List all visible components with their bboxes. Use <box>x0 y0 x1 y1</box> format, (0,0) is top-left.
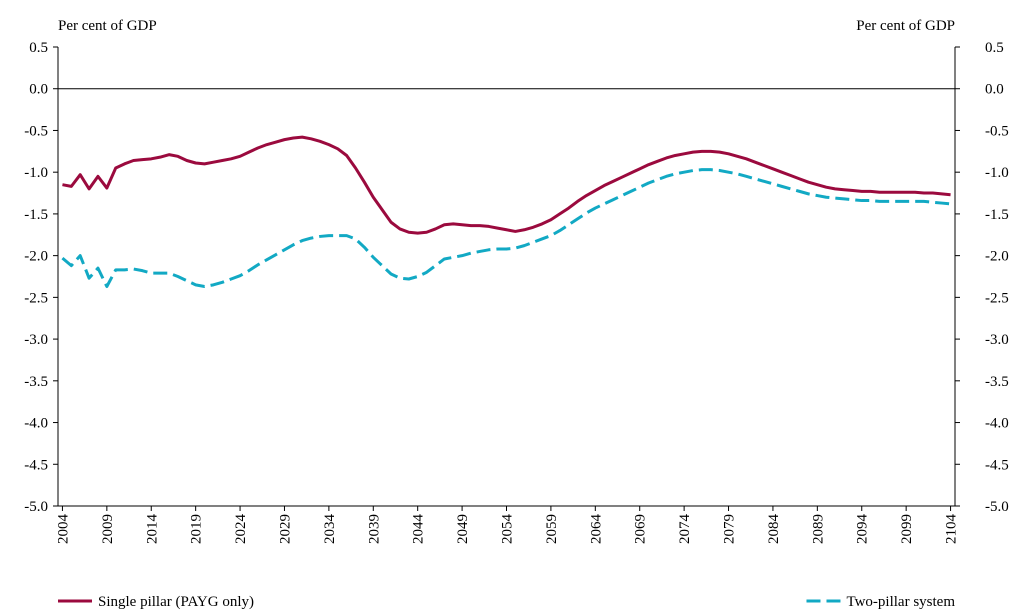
x-tick-label: 2059 <box>544 514 560 544</box>
x-tick-label: 2089 <box>810 514 826 544</box>
y-tick-label: -2.0 <box>24 249 48 265</box>
y2-tick-label: -3.0 <box>985 332 1009 348</box>
x-tick-label: 2019 <box>189 514 205 544</box>
y2-tick-label: -5.0 <box>985 499 1009 515</box>
x-tick-label: 2049 <box>455 514 471 544</box>
x-tick-label: 2079 <box>722 514 738 544</box>
x-tick-label: 2054 <box>500 514 516 545</box>
legend-label: Two-pillar system <box>846 594 955 610</box>
x-tick-label: 2024 <box>233 514 249 545</box>
series-line <box>62 135 951 235</box>
y2-axis-label: Per cent of GDP <box>856 18 955 34</box>
y2-tick-label: 0.0 <box>985 82 1004 98</box>
x-tick-label: 2094 <box>855 514 871 545</box>
y2-tick-label: -2.0 <box>985 249 1009 265</box>
y-tick-label: -0.5 <box>24 123 48 139</box>
x-tick-label: 2004 <box>55 514 71 545</box>
x-tick-label: 2074 <box>677 514 693 545</box>
y-tick-label: -4.0 <box>24 416 48 432</box>
x-tick-label: 2064 <box>588 514 604 545</box>
y2-tick-label: -1.5 <box>985 207 1009 223</box>
y2-tick-label: -4.0 <box>985 416 1009 432</box>
y-tick-label: 0.5 <box>29 40 48 56</box>
x-tick-label: 2084 <box>766 514 782 545</box>
y2-tick-label: -1.0 <box>985 165 1009 181</box>
x-tick-label: 2069 <box>633 514 649 544</box>
y-tick-label: 0.0 <box>29 82 48 98</box>
y-tick-label: -4.5 <box>24 457 48 473</box>
y-tick-label: -3.0 <box>24 332 48 348</box>
x-tick-label: 2039 <box>366 514 382 544</box>
legend-label: Single pillar (PAYG only) <box>98 594 254 610</box>
x-tick-label: 2029 <box>277 514 293 544</box>
y-tick-label: -1.0 <box>24 165 48 181</box>
y2-tick-label: -3.5 <box>985 374 1009 390</box>
y2-tick-label: -2.5 <box>985 290 1009 306</box>
y-tick-label: -5.0 <box>24 499 48 515</box>
x-tick-label: 2014 <box>144 514 160 545</box>
y2-tick-label: -4.5 <box>985 457 1009 473</box>
x-tick-label: 2104 <box>944 514 960 545</box>
x-tick-label: 2034 <box>322 514 338 545</box>
series-line <box>61 168 951 289</box>
x-tick-label: 2099 <box>899 514 915 544</box>
y2-tick-label: -0.5 <box>985 123 1009 139</box>
y-axis-label: Per cent of GDP <box>58 18 157 34</box>
y2-tick-label: 0.5 <box>985 40 1004 56</box>
x-tick-label: 2009 <box>100 514 116 544</box>
y-tick-label: -3.5 <box>24 374 48 390</box>
x-tick-label: 2044 <box>411 514 427 545</box>
y-tick-label: -2.5 <box>24 290 48 306</box>
y-tick-label: -1.5 <box>24 207 48 223</box>
